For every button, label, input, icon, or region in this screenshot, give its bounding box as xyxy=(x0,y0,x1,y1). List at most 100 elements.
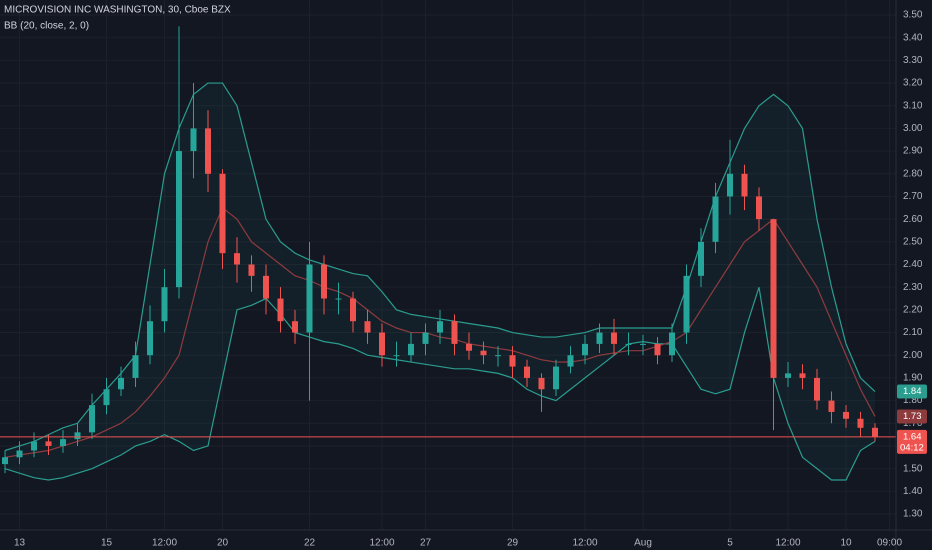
candle-body xyxy=(393,355,400,357)
candle-body xyxy=(60,439,66,446)
candle-body xyxy=(161,287,168,322)
candle-body xyxy=(814,377,820,401)
x-tick-label: 22 xyxy=(304,538,316,549)
candle-body xyxy=(640,343,646,345)
y-tick-label: 2.50 xyxy=(903,236,923,247)
x-tick-label: 27 xyxy=(420,538,432,549)
candle-body xyxy=(248,264,255,276)
candle-body xyxy=(234,253,240,265)
y-tick-label: 2.00 xyxy=(903,350,923,361)
candle-body xyxy=(843,411,849,419)
y-tick-label: 2.60 xyxy=(903,214,923,225)
y-tick-label: 2.40 xyxy=(903,259,923,270)
x-tick-label: 5 xyxy=(727,538,733,549)
x-tick-label: 15 xyxy=(101,538,113,549)
candle-body xyxy=(712,196,719,242)
upper-band-value-box xyxy=(897,384,927,399)
candle-body xyxy=(611,332,617,344)
x-tick-label: 29 xyxy=(507,538,519,549)
candle-body xyxy=(422,332,429,344)
y-tick-label: 2.30 xyxy=(903,282,923,293)
candle-body xyxy=(306,264,313,333)
candle-body xyxy=(495,355,501,357)
y-tick-label: 3.10 xyxy=(903,100,923,111)
y-tick-label: 1.50 xyxy=(903,463,923,474)
x-tick-label: 12:00 xyxy=(572,538,597,549)
x-tick-label: 10 xyxy=(840,538,852,549)
candle-body xyxy=(625,343,632,345)
y-tick-label: 3.50 xyxy=(903,10,923,21)
y-tick-label: 3.40 xyxy=(903,32,923,43)
chart-title: MICROVISION INC WASHINGTON, 30, Cboe BZX xyxy=(4,5,231,16)
x-tick-label: Aug xyxy=(634,538,652,549)
candle-body xyxy=(872,427,878,437)
candle-body xyxy=(190,128,197,152)
y-tick-label: 1.30 xyxy=(903,509,923,520)
candle-body xyxy=(103,389,110,406)
candle-body xyxy=(74,432,81,440)
candle-body xyxy=(596,332,603,344)
candle-body xyxy=(857,418,864,428)
y-tick-label: 2.70 xyxy=(903,191,923,202)
last-price-label: 1.64 xyxy=(903,431,922,442)
axes: 1.301.401.501.601.701.801.902.002.102.20… xyxy=(14,10,927,549)
candle-body xyxy=(147,321,153,356)
candle-body xyxy=(132,355,139,378)
candle-body xyxy=(205,128,211,174)
candle-body xyxy=(451,321,458,344)
candle-body xyxy=(176,151,182,288)
y-tick-label: 2.10 xyxy=(903,327,923,338)
plot xyxy=(0,26,896,481)
candle-body xyxy=(654,343,661,356)
x-tick-label: 13 xyxy=(14,538,26,549)
candle-body xyxy=(698,241,704,276)
candle-body xyxy=(364,321,371,333)
candle-body xyxy=(292,321,298,333)
basis-value-label: 1.73 xyxy=(903,411,922,422)
candle-body xyxy=(16,450,23,458)
x-tick-label: 12:00 xyxy=(369,538,394,549)
candle-body xyxy=(828,400,835,412)
candle-body xyxy=(799,373,806,378)
candle-body xyxy=(379,332,385,356)
x-tick-label: 12:00 xyxy=(152,538,177,549)
candle-body xyxy=(45,441,52,446)
candle-body xyxy=(335,298,342,300)
candle-body xyxy=(756,196,762,220)
candle-body xyxy=(509,355,516,367)
candle-body xyxy=(524,366,530,378)
candle-body xyxy=(785,373,791,378)
y-tick-label: 3.00 xyxy=(903,123,923,134)
candle-body xyxy=(669,332,675,356)
y-tick-label: 1.90 xyxy=(903,373,923,384)
candle-body xyxy=(683,275,690,333)
candle-body xyxy=(350,298,356,322)
x-tick-label: 20 xyxy=(217,538,229,549)
x-tick-label: 09:00 xyxy=(877,538,902,549)
y-tick-label: 1.80 xyxy=(903,395,923,406)
y-tick-label: 3.30 xyxy=(903,55,923,66)
candle-body xyxy=(553,366,559,390)
countdown-label: 04:12 xyxy=(900,442,924,453)
upper-band-value-label: 1.84 xyxy=(903,386,922,397)
lower-band xyxy=(4,286,876,481)
candle-body xyxy=(480,350,487,356)
indicator-label: BB (20, close, 2, 0) xyxy=(4,21,89,32)
candle-body xyxy=(321,264,327,299)
basis-value-box xyxy=(897,409,927,424)
candle-body xyxy=(31,441,37,451)
candle-body xyxy=(2,457,8,465)
candle-body xyxy=(408,343,414,356)
y-tick-label: 1.40 xyxy=(903,486,923,497)
candle-body xyxy=(727,173,733,197)
y-tick-label: 3.20 xyxy=(903,78,923,89)
candle-body xyxy=(741,173,748,197)
x-tick-label: 12:00 xyxy=(775,538,800,549)
candle-body xyxy=(277,298,284,322)
candle-body xyxy=(466,343,472,351)
candle-body xyxy=(582,343,588,356)
candle-body xyxy=(770,219,777,378)
candle-body xyxy=(437,321,443,333)
